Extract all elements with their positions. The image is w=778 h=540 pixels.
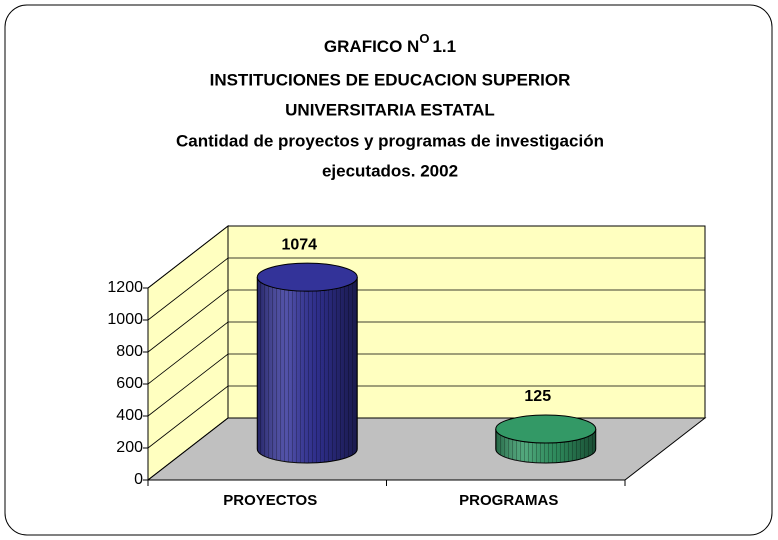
subtitle: Cantidad de proyectos y programas de inv… [176, 131, 604, 150]
title-num: 1.1 [432, 37, 456, 56]
title-sup: O [419, 31, 429, 46]
grid-line [147, 225, 705, 289]
subtitle: UNIVERSITARIA ESTATAL [285, 100, 495, 119]
grid-line [147, 257, 705, 321]
y-tick-label: 0 [134, 471, 143, 488]
bar-stripes [495, 429, 596, 464]
grid-line [147, 353, 705, 417]
subtitle: INSTITUCIONES DE EDUCACION SUPERIOR [210, 70, 571, 89]
x-tick-label: PROGRAMAS [459, 492, 558, 509]
grid-line [147, 289, 705, 353]
x-tick-label: PROYECTOS [223, 492, 317, 509]
y-tick-label: 200 [116, 439, 143, 456]
y-tick-label: 1000 [107, 311, 143, 328]
floor [146, 417, 707, 481]
bar-stripes [257, 277, 358, 464]
y-tick-label: 800 [116, 343, 143, 360]
subtitle: ejecutados. 2002 [322, 161, 458, 180]
y-tick-label: 1200 [107, 279, 143, 296]
bar-top [256, 262, 358, 292]
y-tick-label: 400 [116, 407, 143, 424]
title-main: GRAFICO N [324, 37, 419, 56]
data-label: 1074 [281, 236, 317, 253]
chart-title: GRAFICO NO 1.1 [324, 31, 456, 56]
grid-line [147, 385, 705, 449]
data-label: 125 [524, 388, 551, 405]
y-tick-label: 600 [116, 375, 143, 392]
bar-top [495, 414, 597, 444]
grid-line [147, 321, 705, 385]
